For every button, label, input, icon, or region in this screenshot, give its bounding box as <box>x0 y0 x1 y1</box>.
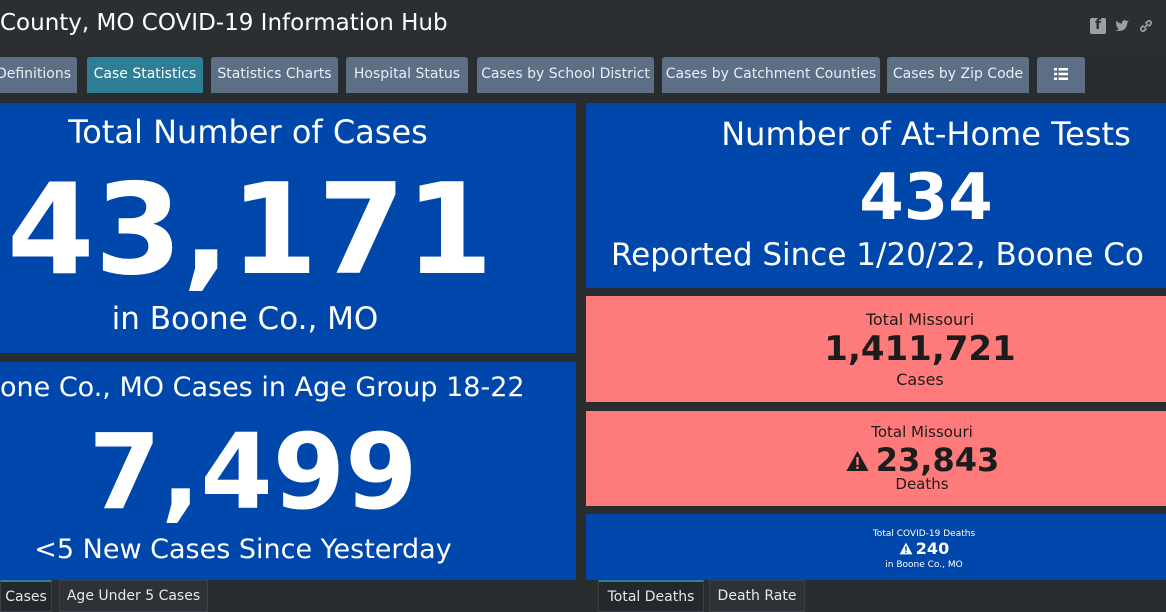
boone-deaths-value: 240 <box>915 539 950 558</box>
tab-statistics-charts[interactable]: Statistics Charts <box>211 57 338 93</box>
home-tests-subtitle: Reported Since 1/20/22, Boone Co <box>611 237 1144 273</box>
warning-icon <box>899 542 913 555</box>
share-links <box>1090 17 1154 34</box>
facebook-icon[interactable] <box>1090 17 1106 34</box>
bottom-tab-total-deaths[interactable]: Total Deaths <box>598 580 704 612</box>
bottom-tab-death-rate[interactable]: Death Rate <box>709 580 805 612</box>
tab-case-statistics[interactable]: Case Statistics <box>87 57 203 93</box>
home-tests-panel: Number of At-Home Tests 434 Reported Sin… <box>586 103 1166 288</box>
total-cases-value: 43,171 <box>6 156 494 303</box>
missouri-cases-value: 1,411,721 <box>824 329 1016 369</box>
bottom-tab-cases[interactable]: Cases <box>0 580 52 612</box>
app-header: County, MO COVID-19 Information Hub <box>0 0 1166 50</box>
tab-more-menu[interactable] <box>1037 57 1085 93</box>
missouri-cases-panel: Total Missouri 1,411,721 Cases <box>586 296 1166 402</box>
tab-cases-by-catchment-counties[interactable]: Cases by Catchment Counties <box>662 57 880 93</box>
age-group-panel: one Co., MO Cases in Age Group 18-22 7,4… <box>0 362 576 580</box>
boone-deaths-panel: Total COVID-19 Deaths 240 in Boone Co., … <box>586 514 1166 580</box>
age-group-value: 7,499 <box>88 411 418 533</box>
missouri-deaths-subtitle: Deaths <box>895 475 949 493</box>
missouri-cases-heading: Total Missouri <box>865 310 975 329</box>
home-tests-value: 434 <box>859 161 993 235</box>
total-cases-heading: Total Number of Cases <box>68 113 428 151</box>
list-menu-icon <box>1054 68 1068 80</box>
missouri-deaths-heading: Total Missouri <box>871 423 973 441</box>
age-group-heading: one Co., MO Cases in Age Group 18-22 <box>0 372 525 403</box>
boone-deaths-value-row: 240 <box>586 539 1166 559</box>
missouri-deaths-panel: Total Missouri 23,843 Deaths <box>586 411 1166 506</box>
tab-cases-by-school-district[interactable]: Cases by School District <box>477 57 654 93</box>
total-cases-subtitle: in Boone Co., MO <box>111 301 379 337</box>
missouri-cases-subtitle: Cases <box>896 370 944 389</box>
missouri-deaths-value: 23,843 <box>875 441 1000 479</box>
warning-icon <box>846 451 869 471</box>
total-cases-panel: Total Number of Cases 43,171 in Boone Co… <box>0 103 576 353</box>
twitter-icon[interactable] <box>1114 18 1130 34</box>
home-tests-heading: Number of At-Home Tests <box>721 115 1131 153</box>
bottom-tab-age-under-5-cases[interactable]: Age Under 5 Cases <box>59 580 208 612</box>
link-icon[interactable] <box>1138 18 1154 34</box>
missouri-deaths-value-row: 23,843 <box>586 440 1166 480</box>
age-group-subtitle: <5 New Cases Since Yesterday <box>34 534 452 565</box>
tab-hospital-status[interactable]: Hospital Status <box>346 57 468 93</box>
tab-definitions[interactable]: Definitions <box>0 57 77 93</box>
boone-deaths-subtitle: in Boone Co., MO <box>885 560 963 570</box>
nav-tabs: Definitions Case Statistics Statistics C… <box>0 57 1166 93</box>
tab-cases-by-zip-code[interactable]: Cases by Zip Code <box>887 57 1029 93</box>
boone-deaths-heading: Total COVID-19 Deaths <box>872 529 976 539</box>
page-title: County, MO COVID-19 Information Hub <box>0 10 448 36</box>
